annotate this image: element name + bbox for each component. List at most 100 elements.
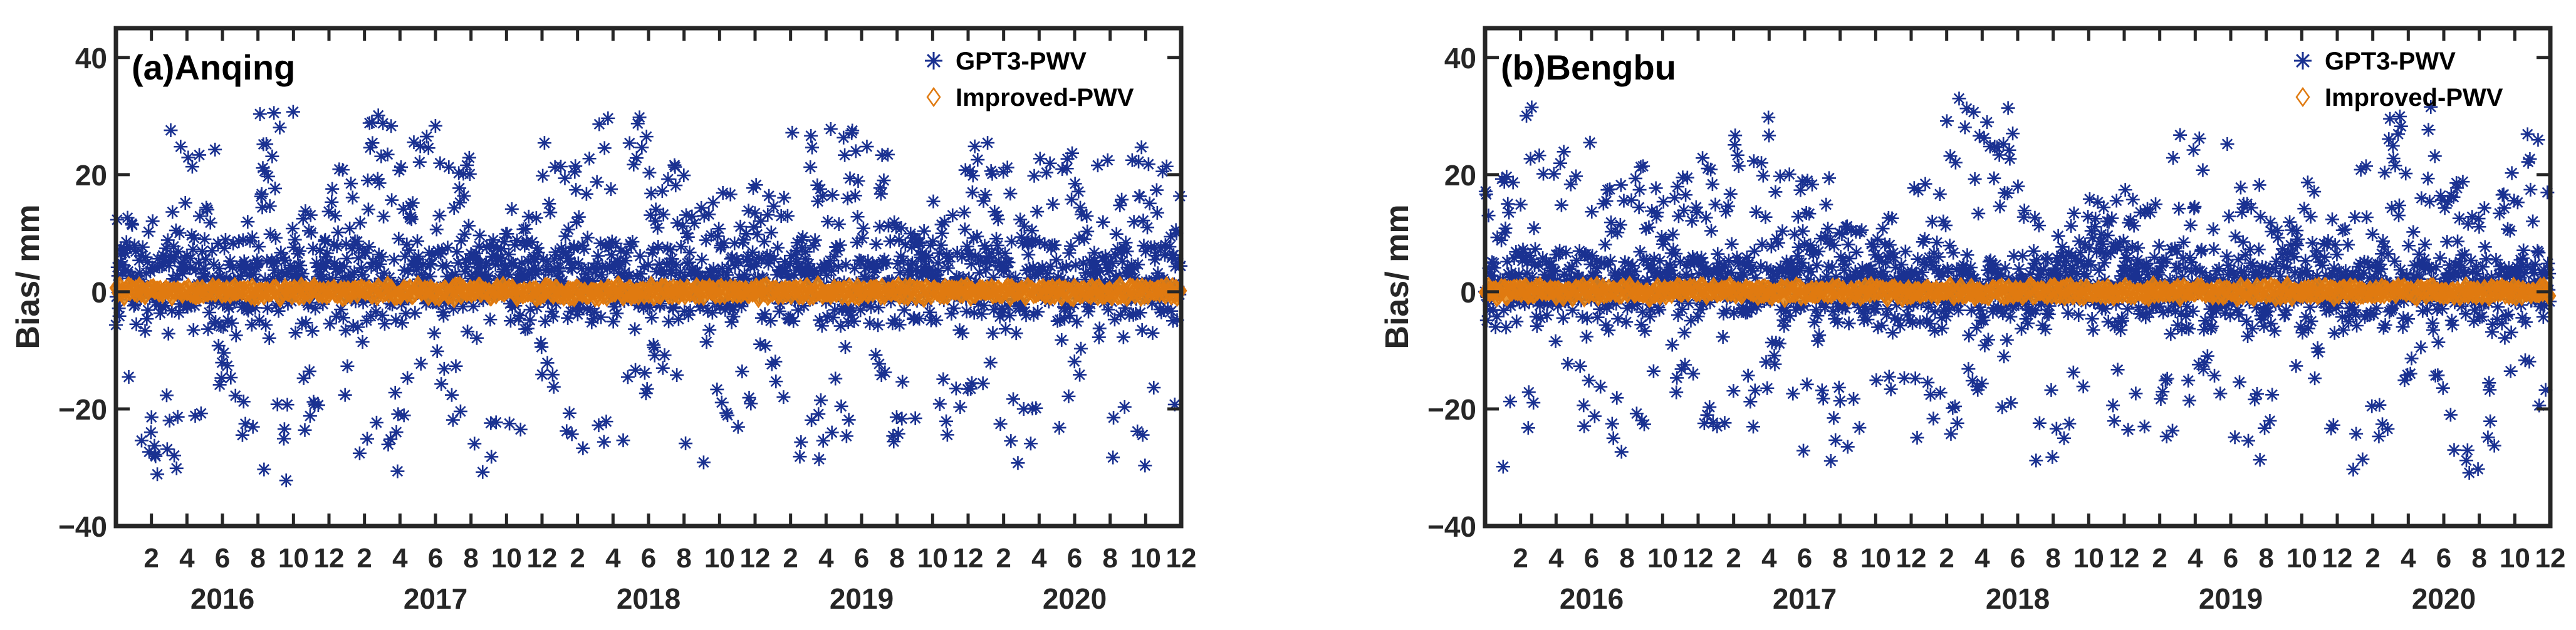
x-tick-label-month: 2 (2365, 543, 2380, 574)
x-tick-label-year: 2018 (617, 582, 681, 615)
x-tick-label-month: 4 (1761, 543, 1777, 574)
x-tick-label-month: 8 (1102, 543, 1117, 574)
x-tick-label-month: 4 (1031, 543, 1047, 574)
scatter-points-anqing (109, 105, 1188, 488)
x-tick-label-month: 10 (1130, 543, 1161, 574)
x-tick-label-month: 2 (996, 543, 1011, 574)
improved-pwv-markers (1478, 275, 2557, 309)
legend-bengbu: GPT3-PWV Improved-PWV (2294, 48, 2503, 111)
y-tick-label: −40 (1427, 510, 1476, 543)
x-tick-label-month: 12 (2109, 543, 2140, 574)
x-tick-label-month: 2 (1513, 543, 1528, 574)
x-tick-label-month: 12 (740, 543, 771, 574)
legend-label-improved-bengbu: Improved-PWV (2325, 84, 2503, 111)
x-tick-label-month: 12 (1166, 543, 1197, 574)
legend-label-gpt3-anqing: GPT3-PWV (956, 48, 1087, 75)
panel-title-bengbu: (b)Bengbu (1501, 48, 1676, 87)
x-tick-label-year: 2016 (190, 582, 254, 615)
x-tick-label-year: 2018 (1986, 582, 2050, 615)
x-tick-label-month: 12 (527, 543, 558, 574)
x-tick-label-month: 12 (314, 543, 345, 574)
y-tick-label: 40 (1444, 42, 1476, 75)
x-tick-label-month: 10 (1860, 543, 1891, 574)
x-tick-label-month: 2 (143, 543, 159, 574)
x-tick-label-month: 10 (2073, 543, 2104, 574)
x-tick-label-month: 6 (1067, 543, 1082, 574)
x-tick-label-month: 4 (1548, 543, 1564, 574)
legend-marker-improved-anqing (926, 86, 941, 108)
x-tick-label-month: 8 (463, 543, 478, 574)
x-tick-label-month: 6 (641, 543, 656, 574)
x-tick-label-month: 6 (2223, 543, 2238, 574)
y-axis-label-bengbu: Bias/ mm (1379, 204, 1416, 349)
x-tick-label-year: 2020 (2412, 582, 2476, 615)
y-tick-label: 20 (1444, 159, 1476, 192)
improved-pwv-markers (109, 274, 1187, 309)
x-tick-label-year: 2017 (1773, 582, 1837, 615)
y-axis-label-anqing: Bias/ mm (10, 204, 46, 349)
x-tick-label-year: 2017 (404, 582, 467, 615)
x-tick-label-month: 10 (917, 543, 948, 574)
x-tick-label-month: 12 (1683, 543, 1714, 574)
x-tick-label-month: 8 (676, 543, 691, 574)
x-tick-label-month: 10 (2287, 543, 2317, 574)
x-tick-label-month: 12 (1896, 543, 1927, 574)
x-tick-label-year: 2019 (2199, 582, 2263, 615)
y-tick-label: −40 (58, 510, 107, 543)
x-tick-label-month: 2 (357, 543, 372, 574)
x-tick-label-month: 6 (2010, 543, 2025, 574)
y-tick-label: 0 (1460, 276, 1476, 309)
x-tick-label-month: 12 (953, 543, 984, 574)
x-tick-label-month: 6 (854, 543, 869, 574)
x-tick-label-month: 4 (392, 543, 408, 574)
x-tick-label-month: 10 (1647, 543, 1678, 574)
x-tick-label-month: 6 (1584, 543, 1599, 574)
x-tick-label-month: 4 (2188, 543, 2203, 574)
x-tick-label-month: 10 (704, 543, 735, 574)
x-tick-label-month: 12 (2322, 543, 2353, 574)
x-tick-label-month: 6 (215, 543, 230, 574)
x-tick-label-month: 8 (1619, 543, 1634, 574)
x-tick-label-month: 2 (570, 543, 585, 574)
x-tick-label-month: 6 (2436, 543, 2451, 574)
x-tick-label-month: 12 (2535, 543, 2566, 574)
y-tick-label: 0 (91, 276, 107, 309)
x-tick-label-month: 8 (1832, 543, 1847, 574)
y-tick-label: −20 (58, 393, 107, 426)
x-tick-label-month: 2 (2152, 543, 2167, 574)
x-tick-label-month: 4 (605, 543, 621, 574)
x-tick-label-month: 6 (428, 543, 443, 574)
x-tick-label-month: 10 (278, 543, 309, 574)
legend-anqing: GPT3-PWV Improved-PWV (925, 48, 1134, 111)
x-tick-label-month: 6 (1797, 543, 1812, 574)
legend-marker-gpt3-bengbu (2294, 52, 2312, 70)
x-tick-label-month: 2 (1939, 543, 1954, 574)
panel-title-anqing: (a)Anqing (132, 48, 295, 87)
x-tick-label-month: 2 (783, 543, 798, 574)
scatter-points-bengbu (1478, 91, 2557, 480)
legend-label-gpt3-bengbu: GPT3-PWV (2325, 48, 2456, 75)
legend-label-improved-anqing: Improved-PWV (956, 84, 1134, 111)
y-tick-label: 40 (75, 42, 107, 75)
x-tick-label-month: 8 (2471, 543, 2486, 574)
x-tick-label-month: 8 (2045, 543, 2060, 574)
legend-marker-improved-bengbu (2295, 86, 2310, 108)
x-tick-label-month: 10 (491, 543, 522, 574)
x-tick-label-month: 4 (179, 543, 195, 574)
x-tick-label-year: 2016 (1560, 582, 1624, 615)
x-tick-label-year: 2020 (1043, 582, 1107, 615)
legend-marker-gpt3-anqing (925, 52, 942, 70)
x-tick-label-month: 4 (2401, 543, 2416, 574)
x-tick-label-month: 8 (2258, 543, 2273, 574)
x-tick-label-month: 2 (1726, 543, 1741, 574)
y-tick-label: −20 (1427, 393, 1476, 426)
y-tick-label: 20 (75, 159, 107, 192)
x-tick-label-month: 8 (889, 543, 904, 574)
x-tick-label-month: 8 (250, 543, 265, 574)
x-tick-label-year: 2019 (830, 582, 894, 615)
